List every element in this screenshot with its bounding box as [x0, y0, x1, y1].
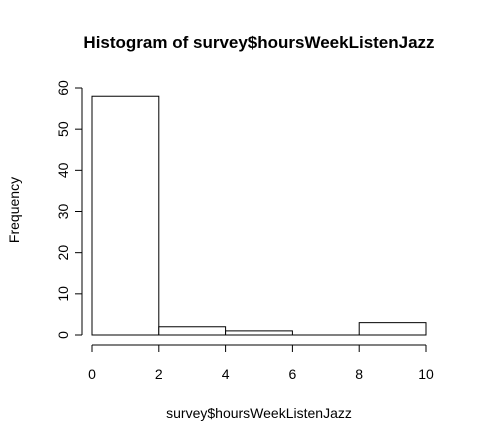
x-tick-label: 0 [88, 366, 96, 382]
x-axis: 0 2 4 6 8 10 [88, 344, 434, 382]
x-tick-label: 10 [418, 366, 434, 382]
y-tick-label: 50 [55, 121, 71, 137]
y-tick-label: 10 [55, 286, 71, 302]
histogram-bar [225, 330, 293, 336]
y-axis-label: Frequency [6, 177, 22, 243]
histogram-bar [91, 95, 160, 336]
x-tick-label: 4 [222, 366, 230, 382]
y-tick-label: 60 [55, 80, 71, 96]
x-tick-label: 6 [289, 366, 297, 382]
x-tick-label: 8 [355, 366, 363, 382]
y-axis: 0 10 20 30 40 50 60 [55, 80, 83, 339]
y-tick-label: 30 [55, 204, 71, 220]
bars [91, 95, 427, 336]
y-tick-label: 20 [55, 245, 71, 261]
y-tick-label: 40 [55, 162, 71, 178]
chart-title: Histogram of survey$hoursWeekListenJazz [83, 33, 434, 52]
histogram-bar [358, 322, 427, 336]
x-tick-label: 2 [155, 366, 163, 382]
x-axis-label: survey$hoursWeekListenJazz [166, 405, 352, 421]
histogram-bar [158, 326, 227, 336]
y-tick-label: 0 [55, 331, 71, 339]
